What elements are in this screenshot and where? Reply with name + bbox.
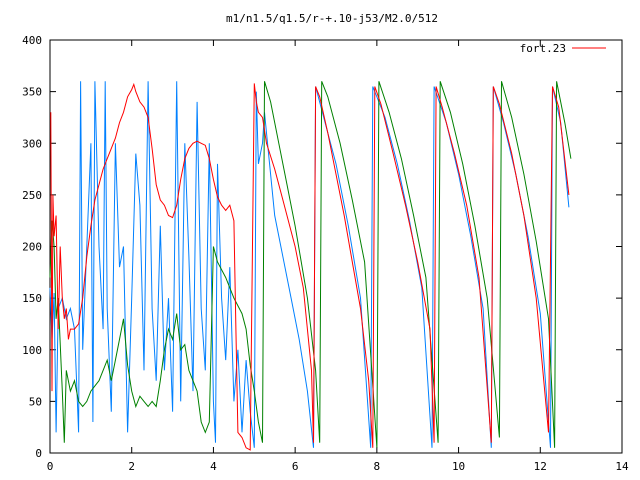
series-line (50, 82, 570, 451)
y-tick-label: 400 (22, 34, 42, 47)
y-tick-label: 250 (22, 189, 42, 202)
y-tick-label: 150 (22, 292, 42, 305)
series-line (49, 81, 570, 448)
x-tick-label: 14 (615, 460, 629, 473)
y-tick-label: 0 (35, 447, 42, 460)
y-tick-label: 50 (29, 395, 42, 408)
series-group (49, 81, 572, 451)
y-tick-label: 300 (22, 137, 42, 150)
axis-ticks: 0 2 4 6 8 10 12 14 0 50 100 150 200 250 300 350 400 (22, 34, 629, 473)
plot-frame (49, 39, 623, 454)
y-tick-label: 100 (22, 344, 42, 357)
legend-label: fort.23 (520, 42, 566, 55)
y-tick-label: 200 (22, 241, 42, 254)
legend: fort.23 (520, 42, 606, 55)
x-tick-label: 2 (128, 460, 135, 473)
x-tick-label: 12 (534, 460, 547, 473)
x-tick-label: 10 (452, 460, 465, 473)
y-tick-label: 350 (22, 86, 42, 99)
x-tick-label: 0 (47, 460, 54, 473)
x-tick-label: 8 (374, 460, 381, 473)
chart-title: m1/n1.5/q1.5/r-+.10-j53/M2.0/512 (226, 12, 438, 25)
series-line (49, 81, 572, 448)
x-tick-label: 6 (292, 460, 299, 473)
x-tick-label: 4 (210, 460, 217, 473)
